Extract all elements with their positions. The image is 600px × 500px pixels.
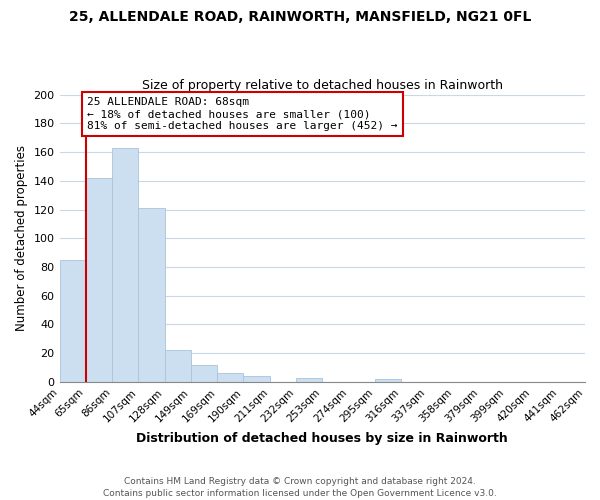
Bar xyxy=(191,364,217,382)
Bar xyxy=(375,379,401,382)
Bar xyxy=(86,178,112,382)
Bar xyxy=(217,374,244,382)
Text: 25 ALLENDALE ROAD: 68sqm
← 18% of detached houses are smaller (100)
81% of semi-: 25 ALLENDALE ROAD: 68sqm ← 18% of detach… xyxy=(87,98,398,130)
Text: Contains HM Land Registry data © Crown copyright and database right 2024.
Contai: Contains HM Land Registry data © Crown c… xyxy=(103,476,497,498)
Text: 25, ALLENDALE ROAD, RAINWORTH, MANSFIELD, NG21 0FL: 25, ALLENDALE ROAD, RAINWORTH, MANSFIELD… xyxy=(69,10,531,24)
X-axis label: Distribution of detached houses by size in Rainworth: Distribution of detached houses by size … xyxy=(136,432,508,445)
Bar xyxy=(59,260,86,382)
Bar xyxy=(164,350,191,382)
Bar xyxy=(296,378,322,382)
Bar xyxy=(112,148,139,382)
Bar xyxy=(244,376,270,382)
Title: Size of property relative to detached houses in Rainworth: Size of property relative to detached ho… xyxy=(142,79,503,92)
Bar xyxy=(139,208,164,382)
Y-axis label: Number of detached properties: Number of detached properties xyxy=(15,146,28,332)
